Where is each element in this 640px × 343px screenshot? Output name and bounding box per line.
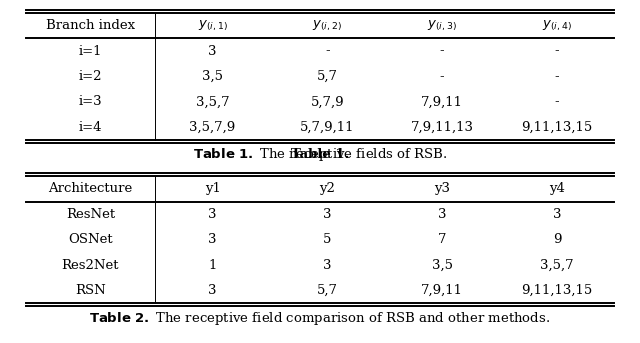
Text: Table 1.  The receptive fields of RSB.: Table 1. The receptive fields of RSB. — [196, 149, 444, 162]
Text: $\mathbf{Table\ 2.}$$\ $The receptive field comparison of RSB and other methods.: $\mathbf{Table\ 2.}$$\ $The receptive fi… — [90, 310, 550, 327]
Text: -: - — [555, 45, 559, 58]
Text: 3: 3 — [553, 208, 561, 221]
Text: 9: 9 — [553, 233, 561, 246]
Text: y3: y3 — [434, 182, 450, 196]
Text: 5: 5 — [323, 233, 332, 246]
Text: 3,5,7,9: 3,5,7,9 — [189, 121, 236, 134]
Text: 3: 3 — [208, 45, 217, 58]
Text: ResNet: ResNet — [66, 208, 115, 221]
Text: -: - — [555, 95, 559, 108]
Text: -: - — [325, 45, 330, 58]
Text: Branch index: Branch index — [46, 19, 135, 32]
Text: $y_{(i,1)}$: $y_{(i,1)}$ — [198, 19, 227, 33]
Text: i=4: i=4 — [79, 121, 102, 134]
Text: 5,7,9: 5,7,9 — [310, 95, 344, 108]
Text: 3: 3 — [208, 233, 217, 246]
Text: i=2: i=2 — [79, 70, 102, 83]
Text: 3,5,7: 3,5,7 — [196, 95, 229, 108]
Text: -: - — [440, 70, 445, 83]
Text: 3,5,7: 3,5,7 — [540, 259, 574, 272]
Text: 5,7,9,11: 5,7,9,11 — [300, 121, 355, 134]
Text: 1: 1 — [209, 259, 217, 272]
Text: 3,5: 3,5 — [202, 70, 223, 83]
Text: Res2Net: Res2Net — [61, 259, 119, 272]
Text: $y_{(i,4)}$: $y_{(i,4)}$ — [542, 19, 572, 33]
Text: i=1: i=1 — [79, 45, 102, 58]
Text: 7: 7 — [438, 233, 447, 246]
Text: y1: y1 — [205, 182, 221, 196]
Text: $\mathbf{Table\ 1.}$$\ $The receptive fields of RSB.: $\mathbf{Table\ 1.}$$\ $The receptive fi… — [193, 146, 447, 164]
Text: OSNet: OSNet — [68, 233, 113, 246]
Text: 9,11,13,15: 9,11,13,15 — [522, 121, 593, 134]
Text: i=3: i=3 — [79, 95, 102, 108]
Text: 3: 3 — [323, 208, 332, 221]
Text: Table 1.: Table 1. — [291, 149, 349, 162]
Text: 3: 3 — [323, 259, 332, 272]
Text: 3: 3 — [438, 208, 447, 221]
Text: 7,9,11: 7,9,11 — [421, 95, 463, 108]
Text: 3: 3 — [208, 208, 217, 221]
Text: 9,11,13,15: 9,11,13,15 — [522, 284, 593, 297]
Text: $y_{(i,3)}$: $y_{(i,3)}$ — [428, 19, 457, 33]
Text: 3: 3 — [208, 284, 217, 297]
Text: 5,7: 5,7 — [317, 70, 338, 83]
Text: 5,7: 5,7 — [317, 284, 338, 297]
Text: $y_{(i,2)}$: $y_{(i,2)}$ — [312, 19, 342, 33]
Text: y4: y4 — [549, 182, 565, 196]
Text: -: - — [440, 45, 445, 58]
Text: 7,9,11,13: 7,9,11,13 — [411, 121, 474, 134]
Text: -: - — [555, 70, 559, 83]
Text: y2: y2 — [319, 182, 335, 196]
Text: RSN: RSN — [75, 284, 106, 297]
Text: Architecture: Architecture — [48, 182, 132, 196]
Text: 7,9,11: 7,9,11 — [421, 284, 463, 297]
Text: 3,5: 3,5 — [431, 259, 452, 272]
